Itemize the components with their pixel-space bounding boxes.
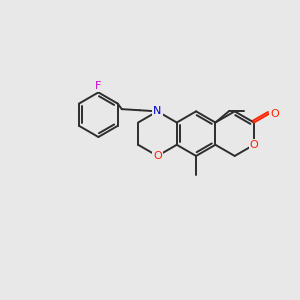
Text: F: F (95, 81, 102, 91)
Text: O: O (153, 151, 162, 161)
Text: O: O (250, 140, 258, 150)
Text: O: O (270, 109, 279, 119)
Text: N: N (153, 106, 162, 116)
